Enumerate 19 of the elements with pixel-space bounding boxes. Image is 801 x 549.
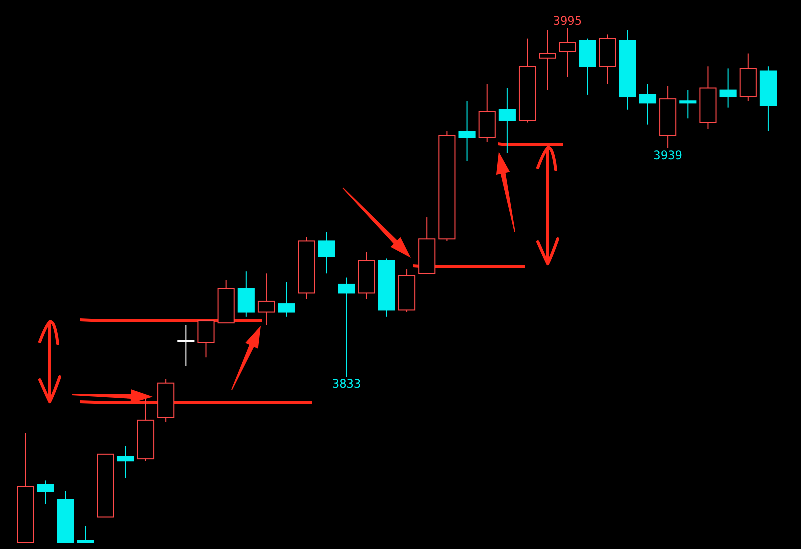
candlestick [37, 480, 54, 505]
candlestick [238, 271, 255, 318]
candlestick [278, 282, 296, 318]
candlestick [198, 320, 215, 358]
candlestick [338, 277, 356, 378]
candlestick [258, 273, 276, 326]
candlestick [680, 90, 697, 120]
candlestick [318, 232, 336, 274]
candlestick [77, 526, 94, 544]
candlestick [178, 324, 195, 367]
candlestick [458, 100, 476, 162]
annotation: 3833 [332, 377, 362, 392]
annotation: 3939 [654, 148, 683, 163]
candlestick [720, 68, 737, 108]
candlestick [117, 446, 134, 479]
candlestick [559, 28, 576, 78]
candlestick [639, 84, 657, 126]
candlestick [539, 30, 556, 91]
annotation: 3995 [553, 14, 582, 28]
